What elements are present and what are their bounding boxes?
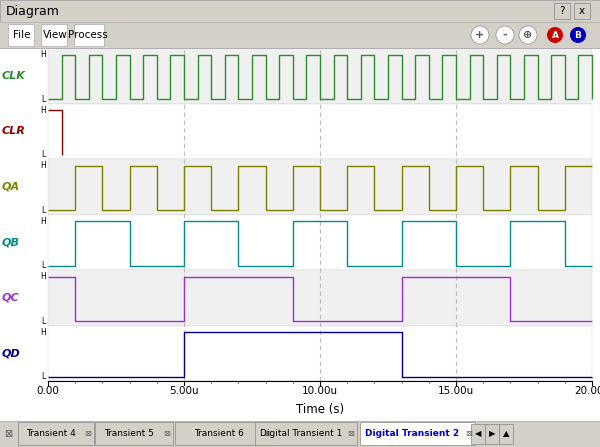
Bar — [48, 48, 592, 104]
Bar — [0, 421, 600, 447]
Text: L: L — [42, 261, 46, 270]
Text: ⊠: ⊠ — [85, 430, 91, 439]
Text: B: B — [575, 30, 581, 39]
Text: ⊕: ⊕ — [523, 30, 533, 40]
Text: -: - — [503, 30, 508, 40]
Text: CLR: CLR — [2, 126, 26, 136]
Text: 5.00u: 5.00u — [169, 386, 199, 396]
Text: Process: Process — [68, 30, 108, 40]
Text: H: H — [40, 105, 46, 115]
Text: ▲: ▲ — [503, 430, 509, 439]
Text: ◀: ◀ — [475, 430, 481, 439]
Bar — [554, 3, 570, 19]
Text: L: L — [42, 150, 46, 159]
Text: QD: QD — [2, 348, 21, 358]
Bar — [48, 159, 592, 215]
Text: Time (s): Time (s) — [296, 403, 344, 416]
Text: 0.00: 0.00 — [37, 386, 59, 396]
Text: Digital Transient 1: Digital Transient 1 — [260, 430, 342, 439]
Bar — [471, 424, 485, 444]
Circle shape — [519, 26, 537, 44]
Circle shape — [547, 27, 563, 43]
Text: Diagram: Diagram — [6, 4, 60, 17]
Bar — [48, 215, 592, 270]
Bar — [95, 422, 173, 445]
Text: ⊠: ⊠ — [163, 430, 170, 439]
Bar — [48, 104, 592, 159]
Text: ⊠: ⊠ — [4, 429, 12, 439]
Text: Transient 5: Transient 5 — [104, 430, 154, 439]
Text: x: x — [579, 6, 585, 16]
Text: +: + — [475, 30, 485, 40]
Bar — [18, 422, 94, 445]
Text: ⊠: ⊠ — [263, 430, 271, 439]
Circle shape — [570, 27, 586, 43]
Bar — [360, 422, 475, 445]
Bar — [0, 0, 600, 22]
Text: View: View — [43, 30, 67, 40]
Text: CLK: CLK — [2, 71, 26, 81]
Circle shape — [471, 26, 489, 44]
Text: L: L — [42, 372, 46, 381]
Text: QB: QB — [2, 237, 20, 247]
Text: File: File — [13, 30, 31, 40]
Bar — [485, 424, 499, 444]
Text: H: H — [40, 272, 46, 281]
Text: L: L — [42, 206, 46, 215]
Text: QC: QC — [2, 293, 20, 303]
Text: A: A — [551, 30, 559, 39]
Text: 20.00u: 20.00u — [574, 386, 600, 396]
Bar — [41, 24, 67, 46]
Bar — [0, 22, 600, 48]
Text: 10.00u: 10.00u — [302, 386, 338, 396]
Text: QA: QA — [2, 182, 20, 192]
Bar — [175, 422, 273, 445]
Bar — [255, 422, 357, 445]
Bar — [574, 3, 590, 19]
Bar — [48, 325, 592, 381]
Text: H: H — [40, 328, 46, 337]
Text: H: H — [40, 217, 46, 226]
Text: Transient 6: Transient 6 — [194, 430, 244, 439]
Text: H: H — [40, 161, 46, 170]
Text: L: L — [42, 316, 46, 325]
Circle shape — [496, 26, 514, 44]
Bar — [499, 424, 513, 444]
Text: L: L — [42, 95, 46, 104]
Bar — [74, 24, 104, 46]
Text: H: H — [40, 50, 46, 59]
Bar — [0, 48, 600, 421]
Bar — [48, 270, 592, 325]
Text: ⊠: ⊠ — [466, 430, 473, 439]
Text: ▶: ▶ — [489, 430, 495, 439]
Text: ?: ? — [559, 6, 565, 16]
Text: Digital Transient 2: Digital Transient 2 — [365, 430, 460, 439]
Text: ⊠: ⊠ — [347, 430, 355, 439]
Text: 15.00u: 15.00u — [438, 386, 474, 396]
Bar — [8, 24, 34, 46]
Text: Transient 4: Transient 4 — [26, 430, 76, 439]
